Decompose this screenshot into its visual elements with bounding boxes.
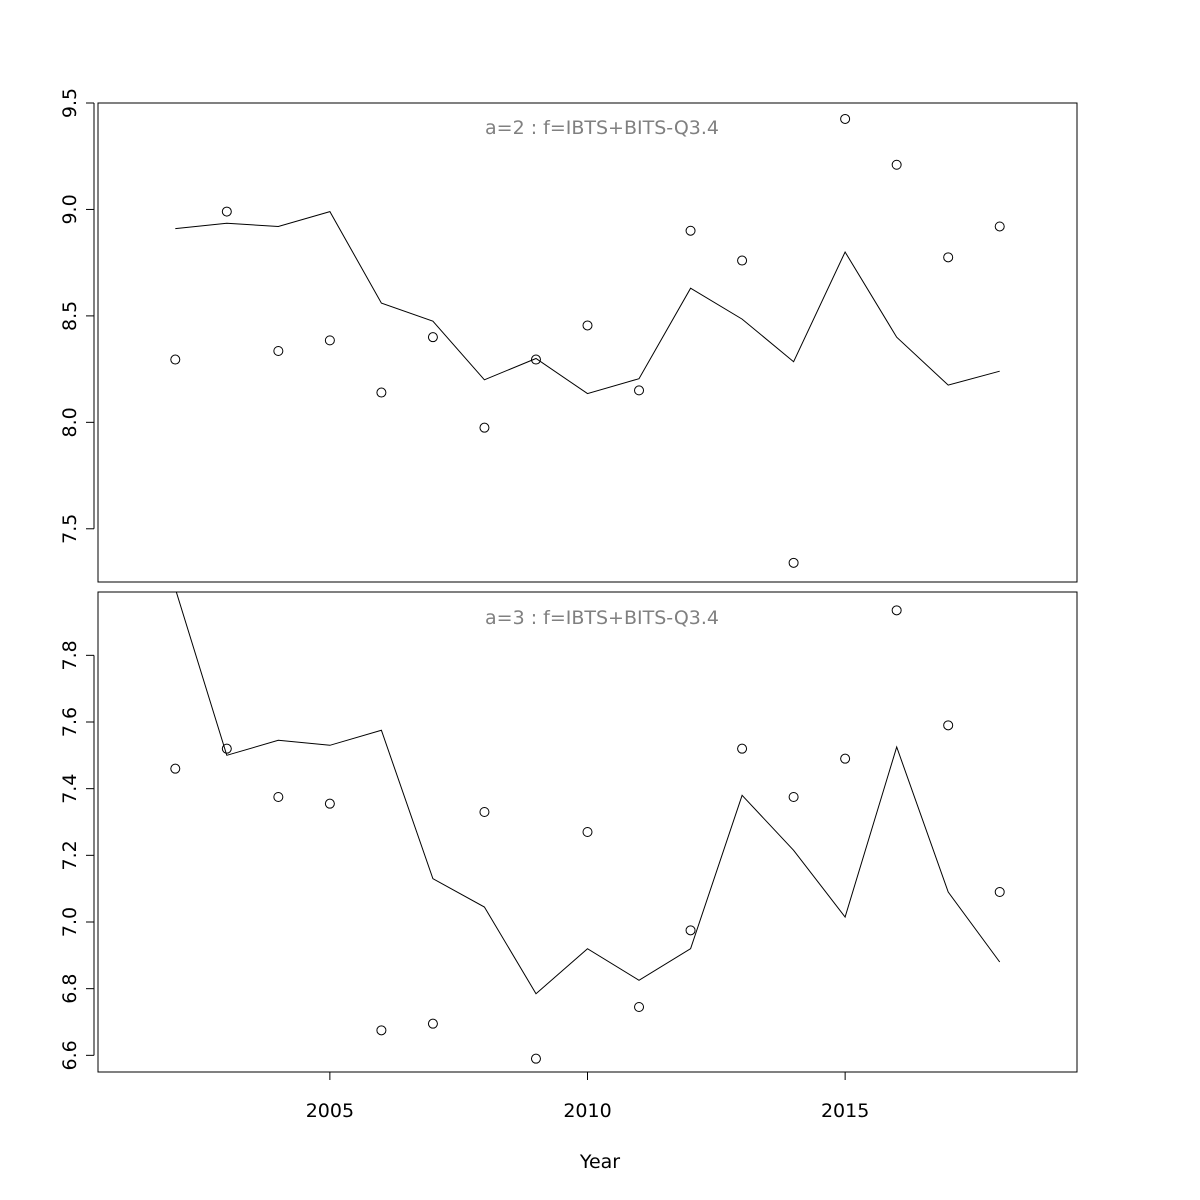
- observed-point: [427, 332, 438, 343]
- observed-point: [840, 753, 851, 764]
- y-tick-label: 7.5: [59, 514, 81, 544]
- panel-a3: a=3 : f=IBTS+BITS-Q3.4 6.6 6.8 7.0 7.2 7.4 7.…: [59, 591, 1078, 1122]
- observed-point: [685, 225, 696, 236]
- observed-point: [634, 1002, 645, 1012]
- y-tick-label: 8.0: [59, 407, 81, 437]
- plot-frame: [97, 102, 1078, 583]
- observed-point: [891, 605, 902, 616]
- observed-point: [840, 113, 851, 124]
- observed-point: [530, 354, 541, 365]
- fitted-line: [175, 211, 1000, 395]
- observed-point: [943, 720, 954, 731]
- observed-point: [994, 221, 1005, 232]
- y-tick-label: 7.6: [59, 707, 81, 737]
- observed-point: [788, 557, 799, 568]
- observed-point: [582, 827, 593, 837]
- y-tick-label: 7.8: [59, 640, 81, 670]
- plot-frame: [97, 591, 1078, 1073]
- observed-point: [737, 743, 748, 754]
- x-tick-label: 2010: [563, 1100, 611, 1122]
- observed-point: [376, 1025, 387, 1036]
- observed-point: [427, 1018, 438, 1029]
- observed-point: [170, 354, 181, 365]
- observed-point: [943, 252, 954, 263]
- observed-point: [170, 763, 181, 774]
- y-tick-label: 7.2: [59, 840, 81, 870]
- observed-point: [994, 887, 1005, 897]
- observed-point: [273, 346, 284, 357]
- observed-point: [324, 798, 335, 809]
- observed-point: [273, 792, 284, 802]
- panel-title: a=2 : f=IBTS+BITS-Q3.4: [485, 117, 719, 139]
- observed-point: [479, 807, 490, 817]
- observed-point: [479, 422, 490, 433]
- observed-point: [788, 792, 799, 802]
- y-tick-label: 7.4: [59, 774, 81, 804]
- observed-point: [685, 925, 696, 936]
- observed-point: [582, 320, 593, 331]
- series-group: [170, 113, 1005, 568]
- observed-point: [376, 387, 387, 398]
- y-tick-label: 8.5: [59, 301, 81, 331]
- observed-point: [530, 1053, 541, 1064]
- observed-point: [891, 159, 902, 170]
- x-axis-label: Year: [579, 1151, 620, 1173]
- observed-point: [324, 335, 335, 346]
- x-tick-label: 2015: [821, 1100, 869, 1122]
- series-group: [170, 592, 1005, 1064]
- y-tick-label: 9.5: [59, 88, 81, 118]
- y-tick-label: 9.0: [59, 194, 81, 224]
- panel-title: a=3 : f=IBTS+BITS-Q3.4: [485, 607, 719, 629]
- observed-point: [634, 385, 645, 396]
- observed-point: [737, 255, 748, 266]
- x-tick-label: 2005: [306, 1100, 354, 1122]
- y-tick-label: 7.0: [59, 907, 81, 937]
- fitted-line: [175, 592, 1001, 995]
- y-tick-label: 6.8: [59, 974, 81, 1004]
- y-tick-label: 6.6: [59, 1040, 81, 1070]
- observed-point: [221, 743, 232, 754]
- panel-a2: a=2 : f=IBTS+BITS-Q3.4 7.5 8.0 8.5 9.0 9.5: [59, 88, 1078, 583]
- observed-point: [221, 206, 232, 217]
